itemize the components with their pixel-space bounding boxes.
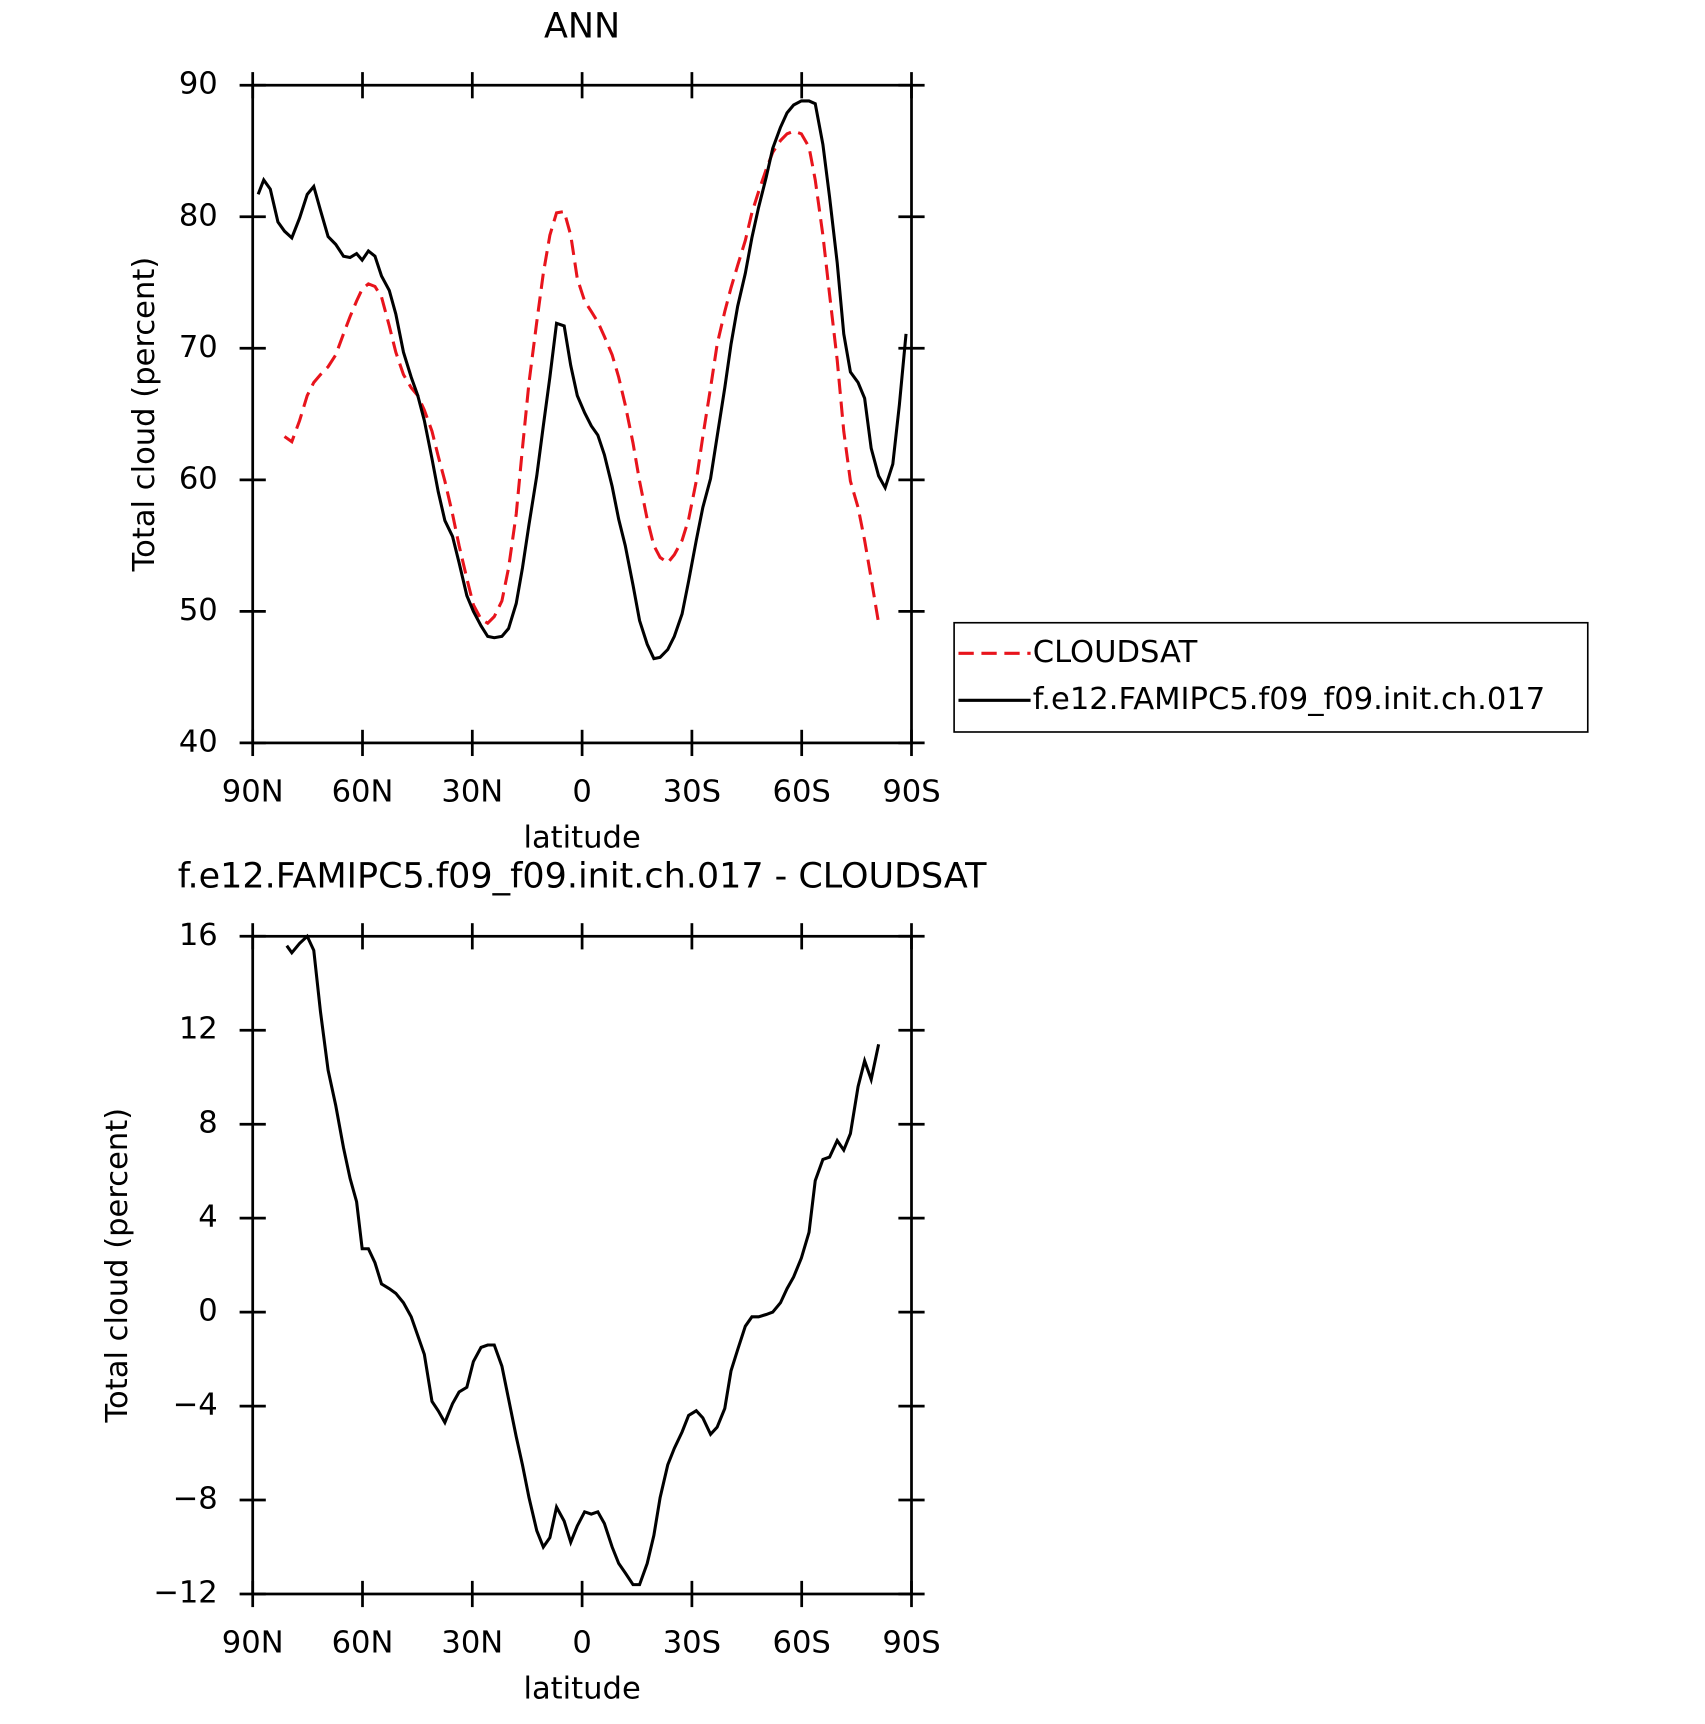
x-tick-label: 60N xyxy=(332,1626,394,1661)
x-tick-label: 30N xyxy=(441,775,503,810)
x-tick-label: 30N xyxy=(441,1626,503,1661)
plot-frame xyxy=(251,934,913,1596)
y-tick-label: 40 xyxy=(179,724,218,759)
y-tick-label: 4 xyxy=(198,1200,217,1235)
y-tick-label: 60 xyxy=(179,461,218,496)
x-tick-label: 30S xyxy=(663,1626,721,1661)
y-axis-label: Total cloud (percent) xyxy=(127,257,162,573)
legend-label: CLOUDSAT xyxy=(1033,635,1198,670)
y-tick-label: −12 xyxy=(153,1575,218,1610)
y-tick-label: −4 xyxy=(173,1388,218,1423)
x-tick-label: 90N xyxy=(222,775,284,810)
x-tick-label: 60N xyxy=(332,775,394,810)
y-axis-label: Total cloud (percent) xyxy=(100,1108,135,1424)
y-tick-label: 90 xyxy=(179,67,218,102)
plot-frame xyxy=(251,83,913,745)
y-tick-label: 12 xyxy=(179,1012,218,1047)
chart-title: ANN xyxy=(544,6,620,46)
y-tick-label: 8 xyxy=(198,1106,217,1141)
x-tick-label: 30S xyxy=(663,775,721,810)
x-tick-label: 90N xyxy=(222,1626,284,1661)
y-tick-label: 50 xyxy=(179,593,218,628)
y-tick-label: 80 xyxy=(179,198,218,233)
legend-box xyxy=(953,621,1589,733)
y-tick-label: −8 xyxy=(173,1482,218,1517)
y-tick-label: 16 xyxy=(179,918,218,953)
x-tick-label: 60S xyxy=(773,775,831,810)
x-tick-label: 0 xyxy=(572,775,591,810)
x-axis-label: latitude xyxy=(523,1672,640,1707)
y-tick-label: 70 xyxy=(179,330,218,365)
data-line xyxy=(285,933,881,1587)
x-axis-label: latitude xyxy=(523,821,640,856)
x-tick-label: 90S xyxy=(882,775,940,810)
legend-label: f.e12.FAMIPC5.f09_f09.init.ch.017 xyxy=(1033,682,1545,717)
data-line xyxy=(283,129,881,626)
data-line xyxy=(256,99,908,661)
x-tick-label: 90S xyxy=(882,1626,940,1661)
y-tick-label: 0 xyxy=(198,1294,217,1329)
chart-title: f.e12.FAMIPC5.f09_f09.init.ch.017 - CLOU… xyxy=(178,856,987,896)
x-tick-label: 60S xyxy=(773,1626,831,1661)
x-tick-label: 0 xyxy=(572,1626,591,1661)
